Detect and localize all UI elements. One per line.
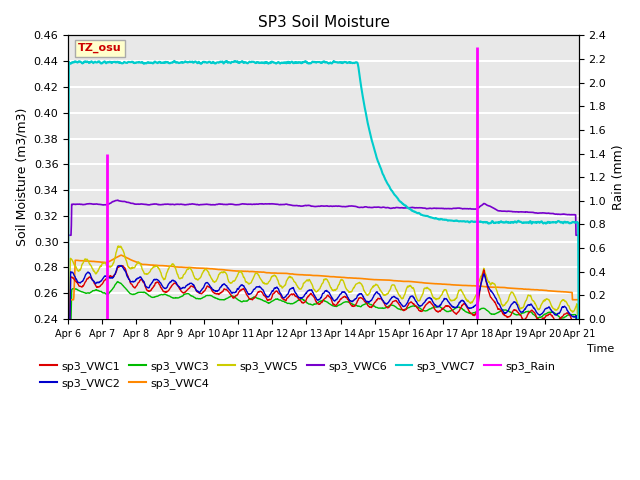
Legend: sp3_VWC1, sp3_VWC2, sp3_VWC3, sp3_VWC4, sp3_VWC5, sp3_VWC6, sp3_VWC7, sp3_Rain: sp3_VWC1, sp3_VWC2, sp3_VWC3, sp3_VWC4, … xyxy=(36,357,560,393)
Title: SP3 Soil Moisture: SP3 Soil Moisture xyxy=(257,15,390,30)
Y-axis label: Soil Moisture (m3/m3): Soil Moisture (m3/m3) xyxy=(15,108,28,246)
Y-axis label: Rain (mm): Rain (mm) xyxy=(612,144,625,210)
Text: TZ_osu: TZ_osu xyxy=(78,43,122,53)
X-axis label: Time: Time xyxy=(588,344,614,354)
